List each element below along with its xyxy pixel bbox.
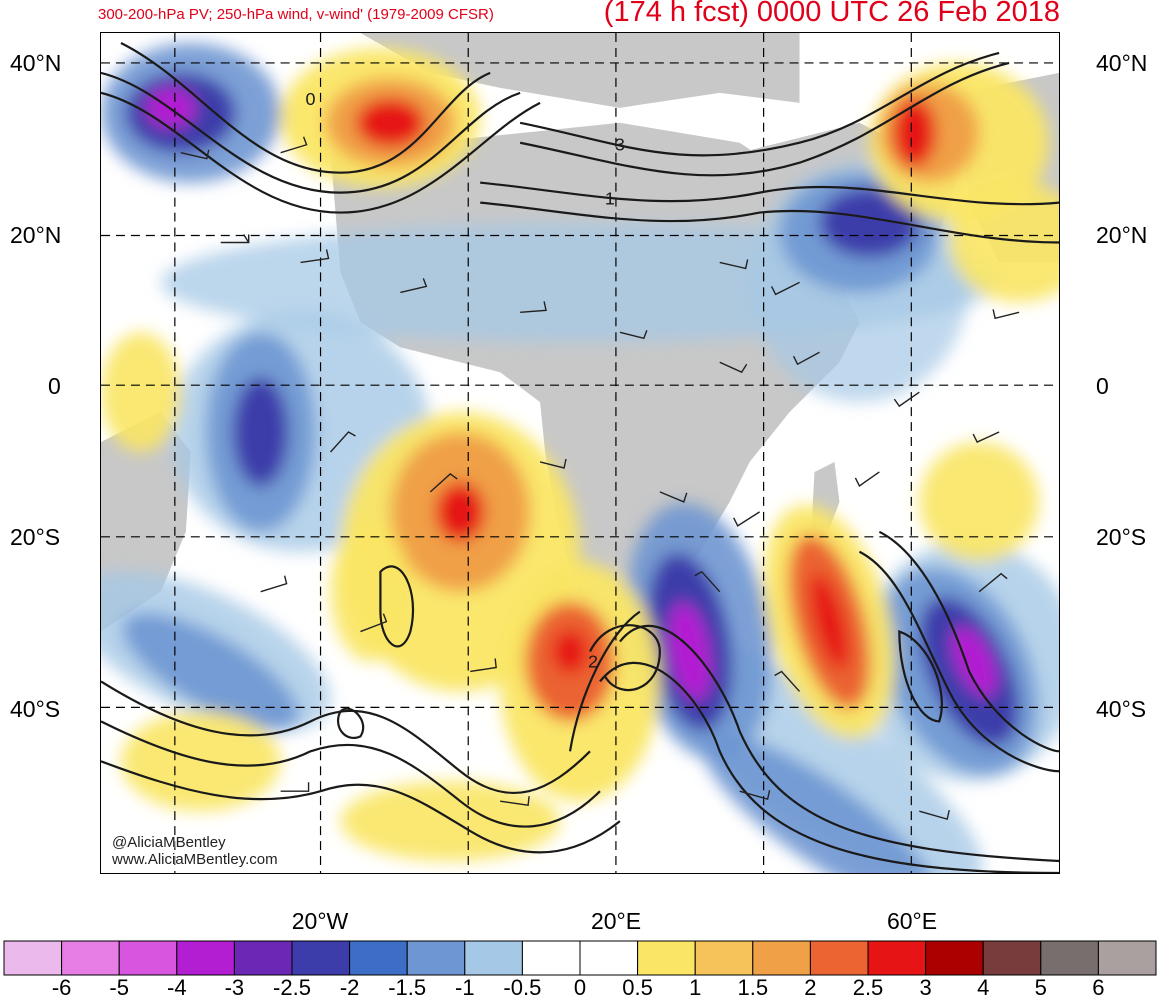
- colorbar-swatch: [233, 940, 293, 976]
- colorbar-tick-label: -1.5: [388, 975, 427, 1000]
- colorbar-swatch: [1040, 940, 1099, 976]
- colorbar-tick-label: -0.5: [503, 975, 542, 1000]
- contour-labels: 3 1 2 0: [306, 89, 625, 672]
- colorbar-tick-label: -2.5: [273, 975, 311, 1000]
- chart-subtitle: 300-200-hPa PV; 250-hPa wind, v-wind' (1…: [98, 6, 494, 23]
- wind-barbs: [180, 136, 1020, 821]
- colorbar-swatch: [867, 940, 927, 976]
- colorbar-swatch: [61, 940, 120, 976]
- lat-label-eq-right: 0: [1096, 373, 1109, 399]
- colorbar-tick-label: 1: [689, 975, 702, 1000]
- colorbar-tick-label: 0: [573, 975, 587, 1000]
- colorbar-tick-label: -6: [51, 975, 72, 1000]
- lon-label-20e: 20°E: [590, 908, 642, 934]
- colorbar-tick-label: -5: [109, 975, 129, 1000]
- colorbar-tick-label: 2.5: [852, 975, 884, 1000]
- lon-label-60e: 60°E: [886, 908, 938, 934]
- contour-label-0: 0: [306, 89, 316, 109]
- contour-label-1: 1: [605, 189, 615, 209]
- colorbar-swatch: [464, 940, 523, 976]
- colorbar-swatch: [925, 940, 984, 976]
- contour-label-3: 3: [615, 135, 625, 155]
- lat-label-40s-left: 40°S: [10, 696, 61, 722]
- map-panel: 3 1 2 0: [100, 32, 1060, 874]
- colorbar-swatch: [752, 940, 811, 976]
- colorbar-swatch: [406, 940, 466, 976]
- watermark-url: www.AliciaMBentley.com: [112, 851, 278, 868]
- chart-title: (174 h fcst) 0000 UTC 26 Feb 2018: [603, 0, 1060, 28]
- colorbar-swatch: [521, 940, 581, 976]
- lat-label-20s-left: 20°S: [10, 524, 61, 550]
- lat-label-20n-right: 20°N: [1096, 222, 1148, 248]
- colorbar-swatch: [637, 940, 696, 976]
- colorbar-tick-label: 2: [804, 975, 817, 1000]
- colorbar-swatch: [176, 940, 235, 976]
- pv-map: 3 1 2 0: [101, 33, 1059, 873]
- colorbar: [3, 940, 1157, 976]
- pv-shading: [101, 42, 1059, 873]
- colorbar-swatch: [349, 940, 408, 976]
- lat-label-eq-left: 0: [48, 373, 61, 399]
- contour-label-2: 2: [588, 651, 598, 671]
- lat-label-20n-left: 20°N: [10, 222, 62, 248]
- colorbar-swatch: [694, 940, 754, 976]
- lat-label-40n-left: 40°N: [10, 50, 62, 76]
- colorbar-tick-label: -1: [455, 975, 475, 1000]
- land-europe-north: [360, 33, 800, 108]
- lon-label-20w: 20°W: [291, 908, 349, 934]
- colorbar-tick-label: 3: [919, 975, 932, 1000]
- watermark-handle: @AliciaMBentley: [112, 834, 226, 851]
- lat-label-40n-right: 40°N: [1096, 50, 1148, 76]
- lat-label-40s-right: 40°S: [1096, 696, 1147, 722]
- colorbar-tick-label: 0.5: [622, 975, 653, 1000]
- colorbar-swatch: [118, 940, 178, 976]
- colorbar-tick-label: -3: [224, 975, 245, 1000]
- wind-contours: [101, 41, 1059, 873]
- colorbar-tick-label: 1.5: [737, 975, 769, 1000]
- colorbar-swatch: [3, 940, 63, 976]
- colorbar-swatch: [809, 940, 869, 976]
- lat-lon-grid: [101, 33, 1059, 873]
- colorbar-tick-label: 5: [1034, 975, 1047, 1000]
- colorbar-swatch: [1097, 940, 1157, 976]
- colorbar-tick-label: -4: [167, 975, 187, 1000]
- colorbar-tick-label: -2: [339, 975, 360, 1000]
- colorbar-swatch: [291, 940, 351, 976]
- colorbar-tick-label: 4: [977, 975, 990, 1000]
- colorbar-swatch: [579, 940, 639, 976]
- colorbar-tick-label: 6: [1092, 975, 1105, 1000]
- lat-label-20s-right: 20°S: [1096, 524, 1147, 550]
- colorbar-swatch: [982, 940, 1042, 976]
